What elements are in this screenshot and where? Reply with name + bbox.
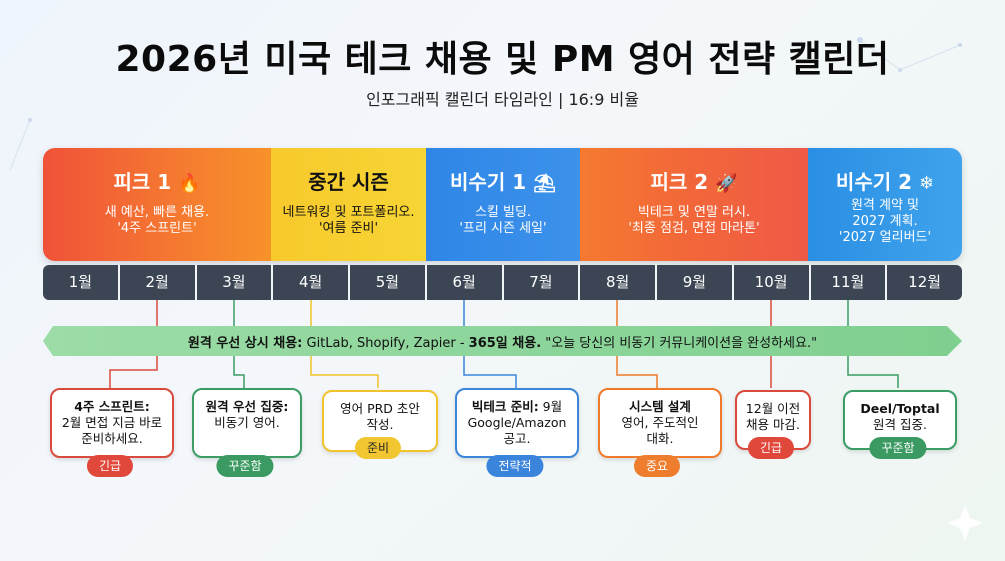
- priority-badge: 중요: [633, 455, 681, 477]
- card-remote-first: 원격 우선 집중: 비동기 영어.: [192, 388, 302, 458]
- priority-badge: 꾸준함: [216, 455, 274, 477]
- card-body: 비동기 영어.: [214, 415, 280, 430]
- season-description: 빅테크 및 연말 러시. '최종 점검, 면접 마라톤': [628, 205, 760, 236]
- month-cell: 2월: [120, 265, 197, 300]
- season-name: 비수기 1: [450, 170, 527, 194]
- month-cell: 10월: [734, 265, 811, 300]
- card-body: 2월 면접 지금 바로 준비하세요.: [61, 415, 163, 446]
- season-mid: 중간 시즌 네트워킹 및 포트폴리오. '여름 준비': [271, 148, 426, 261]
- season-name: 피크 2: [650, 170, 709, 194]
- season-description: 원격 계약 및 2027 계획. '2027 얼리버드': [838, 198, 932, 245]
- priority-badge: 전략적: [486, 455, 544, 477]
- month-cell: 7월: [504, 265, 581, 300]
- card-4week-sprint: 4주 스프린트: 2월 면접 지금 바로 준비하세요.: [50, 388, 174, 458]
- priority-badge: 준비: [354, 437, 402, 459]
- card-heading: 4주 스프린트:: [74, 399, 150, 414]
- sparkle-icon: [947, 505, 983, 541]
- banner-emphasis: 365일 채용.: [468, 336, 542, 351]
- rocket-icon: 🚀: [715, 173, 738, 194]
- banner-arrow-shape: [43, 326, 962, 356]
- season-name: 비수기 2: [835, 170, 913, 194]
- season-description: 네트워킹 및 포트폴리오. '여름 준비': [282, 205, 415, 236]
- month-cell: 9월: [657, 265, 734, 300]
- banner-text: 원격 우선 상시 채용: GitLab, Shopify, Zapier - 3…: [43, 332, 962, 351]
- card-bigtech-prep: 빅테크 준비: 9월 Google/Amazon 공고.: [455, 388, 579, 458]
- priority-badge: 꾸준함: [869, 437, 927, 459]
- month-cell: 12월: [908, 273, 942, 291]
- month-cell: 4월: [273, 265, 350, 300]
- card-body: 영어, 주도적인 대화.: [621, 415, 699, 446]
- priority-badge: 긴급: [747, 437, 795, 459]
- month-cell: 3월: [197, 265, 274, 300]
- month-cell: 8월: [580, 265, 657, 300]
- card-body: 12월 이전 채용 마감.: [745, 401, 801, 432]
- page-subtitle: 인포그래픽 캘린더 타임라인 | 16:9 비율: [366, 90, 639, 109]
- card-body: 영어 PRD 초안 작성.: [340, 401, 420, 432]
- fire-icon: 🔥: [178, 173, 201, 194]
- banner-companies: GitLab, Shopify, Zapier -: [302, 336, 469, 351]
- season-off-1: 비수기 1 ⛱ 스킬 빌딩. '프리 시즌 세일': [426, 148, 580, 261]
- season-name: 중간 시즌: [308, 170, 389, 194]
- season-band: 피크 1 🔥 새 예산, 빠른 채용. '4주 스프린트' 중간 시즌 네트워킹…: [43, 148, 962, 261]
- priority-badge: 긴급: [86, 455, 134, 477]
- season-description: 새 예산, 빠른 채용. '4주 스프린트': [104, 205, 210, 236]
- season-peak-2: 피크 2 🚀 빅테크 및 연말 러시. '최종 점검, 면접 마라톤': [580, 148, 808, 261]
- snowflake-icon: ❄: [918, 173, 935, 194]
- card-heading: 원격 우선 집중:: [205, 399, 289, 414]
- card-heading: Deel/Toptal: [860, 401, 940, 416]
- card-body: 원격 집중.: [873, 417, 927, 432]
- month-bar: 1월 2월 3월 4월 5월 6월 7월 8월 9월 10월 11월 12월: [43, 265, 962, 300]
- season-name: 피크 1: [113, 170, 172, 194]
- season-description: 스킬 빌딩. '프리 시즌 세일': [459, 205, 547, 236]
- card-system-design: 시스템 설계 영어, 주도적인 대화.: [598, 388, 722, 458]
- card-heading: 시스템 설계: [629, 399, 691, 414]
- card-body: 9월 Google/Amazon 공고.: [467, 399, 567, 446]
- month-cell: 5월: [350, 265, 427, 300]
- card-heading: 빅테크 준비:: [471, 399, 539, 414]
- month-cell: 11월: [811, 265, 888, 300]
- banner-lead: 원격 우선 상시 채용:: [187, 336, 303, 351]
- season-peak-1: 피크 1 🔥 새 예산, 빠른 채용. '4주 스프린트': [43, 148, 271, 261]
- page-title: 2026년 미국 테크 채용 및 PM 영어 전략 캘린더: [115, 39, 890, 80]
- month-cell: 6월: [427, 265, 504, 300]
- banner-tail: "오늘 당신의 비동기 커뮤니케이션을 완성하세요.": [541, 336, 818, 351]
- remote-first-banner: 원격 우선 상시 채용: GitLab, Shopify, Zapier - 3…: [43, 326, 962, 356]
- month-cell: 1월: [43, 265, 120, 300]
- season-off-2: 비수기 2 ❄ 원격 계약 및 2027 계획. '2027 얼리버드': [808, 148, 962, 261]
- beach-umbrella-icon: ⛱: [533, 173, 556, 194]
